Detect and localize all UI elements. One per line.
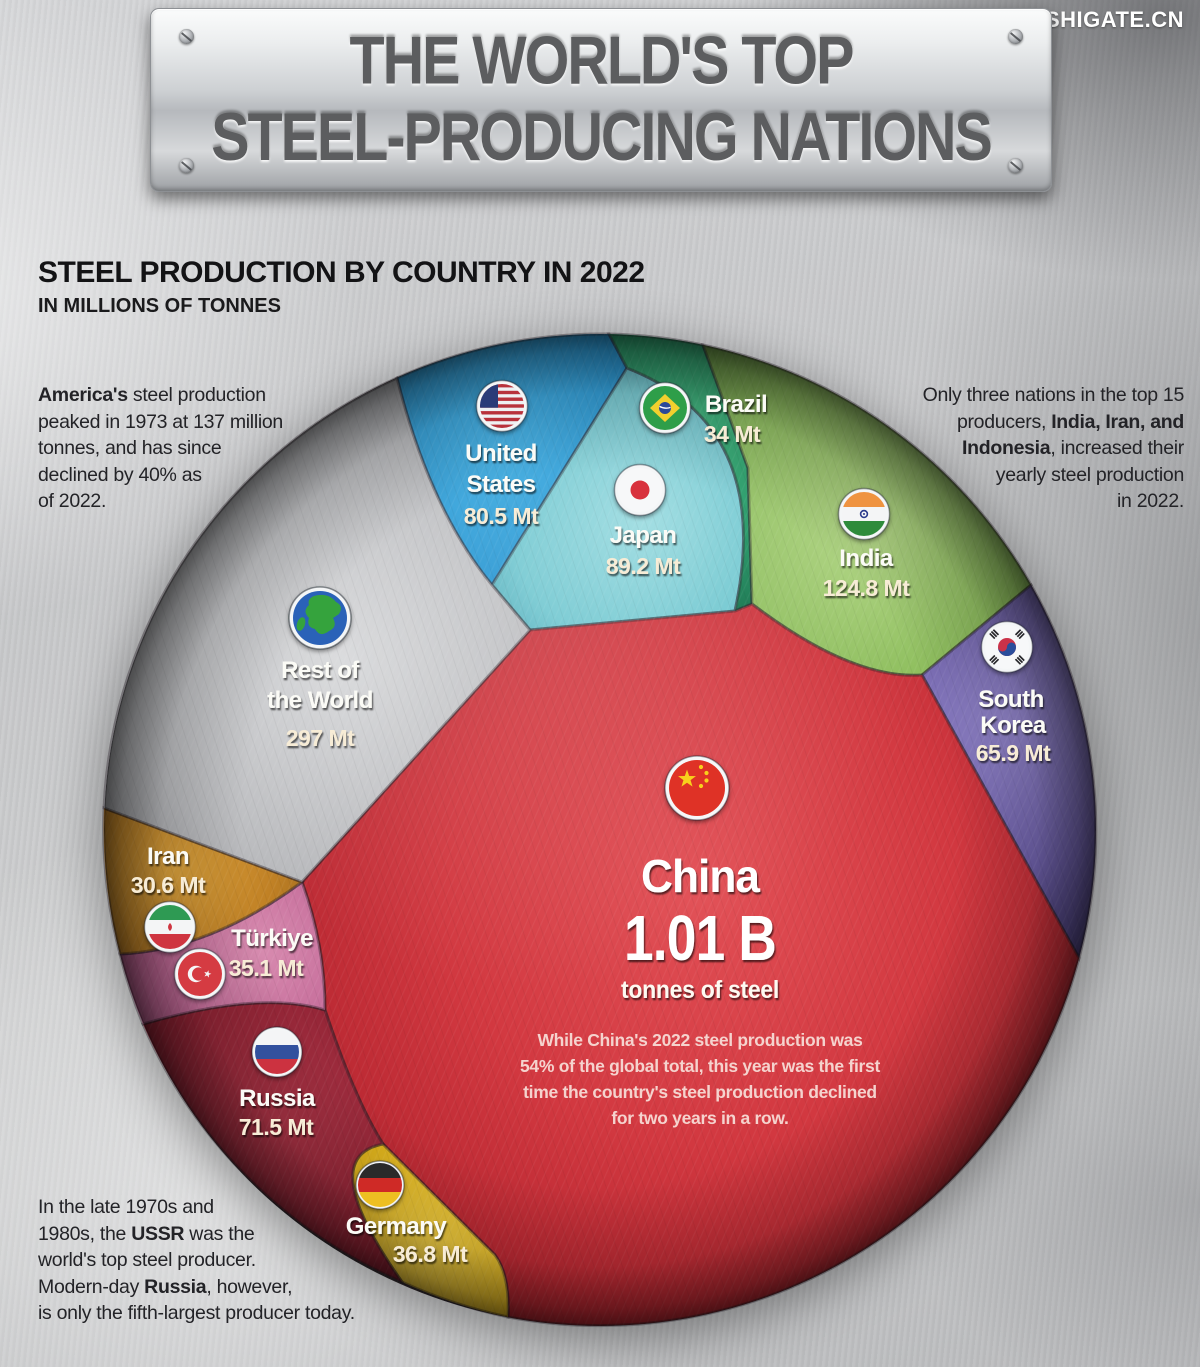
label-south-korea: South Korea 65.9 Mt <box>976 686 1052 766</box>
label-germany: Germany 36.8 Mt <box>346 1213 469 1267</box>
note-line: peaked in 1973 at 137 million <box>38 410 283 433</box>
note-line: Modern-day Russia, however, <box>38 1275 293 1298</box>
note-line: Only three nations in the top 15 <box>922 384 1185 406</box>
page-title: THE WORLD'S TOP STEEL-PRODUCING NATIONS <box>156 23 1047 176</box>
note-ussr: In the late 1970s and 1980s, the USSR wa… <box>38 1194 438 1327</box>
brazil-flag-icon <box>638 381 692 435</box>
screw-icon <box>1008 158 1023 173</box>
china-name: China <box>641 850 760 902</box>
note-line: declined by 40% as <box>38 463 202 486</box>
globe-icon <box>288 586 352 650</box>
china-note-line: for two years in a row. <box>611 1108 788 1128</box>
note-top15: Only three nations in the top 15 produce… <box>862 382 1185 515</box>
chart-subheading: IN MILLIONS OF TONNES <box>38 295 281 317</box>
chart-heading: STEEL PRODUCTION BY COUNTRY IN 2022 <box>38 256 645 289</box>
united-states-value: 80.5 Mt <box>464 503 539 529</box>
title-plate: THE WORLD'S TOP STEEL-PRODUCING NATIONS <box>150 8 1052 192</box>
china-note-line: 54% of the global total, this year was t… <box>520 1056 880 1076</box>
page-title-line2: STEEL-PRODUCING NATIONS <box>211 99 993 175</box>
germany-flag-icon <box>355 1160 405 1210</box>
united-states-name: States <box>466 471 535 498</box>
china-value: 1.01 B <box>624 902 776 974</box>
us-flag-icon <box>475 379 529 433</box>
label-india: India 124.8 Mt <box>823 545 911 601</box>
label-brazil: Brazil 34 Mt <box>704 391 768 447</box>
note-line: of 2022. <box>38 490 107 512</box>
russia-flag-icon <box>251 1026 303 1078</box>
note-line: producers, India, Iran, and <box>956 410 1184 433</box>
india-flag-icon <box>837 487 891 541</box>
japan-flag-icon <box>613 463 667 517</box>
iran-flag-icon <box>143 900 197 954</box>
japan-value: 89.2 Mt <box>606 553 681 579</box>
label-russia: Russia 71.5 Mt <box>239 1085 317 1140</box>
watermark: SHIGATE.CN <box>1044 7 1184 32</box>
rest-of-world-value: 297 Mt <box>286 725 355 751</box>
china-flag-icon <box>664 755 730 821</box>
united-states-name: United <box>465 440 537 467</box>
label-china: China 1.01 B tonnes of steel <box>621 850 779 1004</box>
turkiye-value: 35.1 Mt <box>229 955 304 981</box>
china-note-line: time the country's steel production decl… <box>523 1082 877 1102</box>
iran-value: 30.6 Mt <box>131 872 206 898</box>
label-iran: Iran 30.6 Mt <box>131 843 207 898</box>
note-line: America's steel production <box>38 384 266 406</box>
note-america: America's steel production peaked in 197… <box>38 382 338 515</box>
screw-icon <box>179 29 194 44</box>
turkiye-flag-icon <box>173 947 227 1001</box>
note-line: tonnes, and has since <box>38 437 222 459</box>
germany-name: Germany <box>346 1213 448 1240</box>
germany-value: 36.8 Mt <box>393 1241 468 1267</box>
label-japan: Japan 89.2 Mt <box>606 522 682 579</box>
india-value: 124.8 Mt <box>823 575 911 601</box>
china-note: While China's 2022 steel production was … <box>520 1030 881 1128</box>
south-korea-name: South <box>978 686 1043 713</box>
note-line: 1980s, the USSR was the <box>38 1222 255 1245</box>
rest-of-world-name: the World <box>267 687 373 714</box>
rest-of-world-name: Rest of <box>281 657 360 684</box>
label-rest-of-world: Rest of the World 297 Mt <box>267 657 373 751</box>
south-korea-value: 65.9 Mt <box>976 740 1051 766</box>
note-line: is only the fifth-largest producer today… <box>38 1302 355 1324</box>
turkiye-name: Türkiye <box>231 925 313 952</box>
note-line: Indonesia, increased their <box>962 437 1184 459</box>
label-turkiye: Türkiye 35.1 Mt <box>229 925 314 981</box>
south-korea-name: Korea <box>980 712 1047 739</box>
china-unit: tonnes of steel <box>621 976 779 1004</box>
india-name: India <box>839 545 894 572</box>
screw-icon <box>1008 29 1023 44</box>
iran-name: Iran <box>147 843 189 870</box>
note-line: world's top steel producer. <box>38 1249 256 1271</box>
note-line: yearly steel production <box>995 463 1185 486</box>
russia-name: Russia <box>239 1085 316 1112</box>
brazil-name: Brazil <box>705 391 767 418</box>
note-line: In the late 1970s and <box>38 1196 214 1218</box>
china-note-line: While China's 2022 steel production was <box>537 1030 863 1050</box>
japan-name: Japan <box>610 522 677 549</box>
metal-texture-overlay <box>104 334 1096 1326</box>
russia-value: 71.5 Mt <box>239 1114 314 1140</box>
south-korea-flag-icon <box>980 620 1034 674</box>
brazil-value: 34 Mt <box>704 421 761 447</box>
screw-icon <box>179 158 194 173</box>
note-line: in 2022. <box>1117 490 1184 512</box>
label-united-states: United States 80.5 Mt <box>464 440 540 529</box>
steel-production-chart: United States 80.5 Mt Brazil 34 Mt Japan… <box>102 332 1098 1328</box>
page-title-line1: THE WORLD'S TOP <box>349 23 855 99</box>
